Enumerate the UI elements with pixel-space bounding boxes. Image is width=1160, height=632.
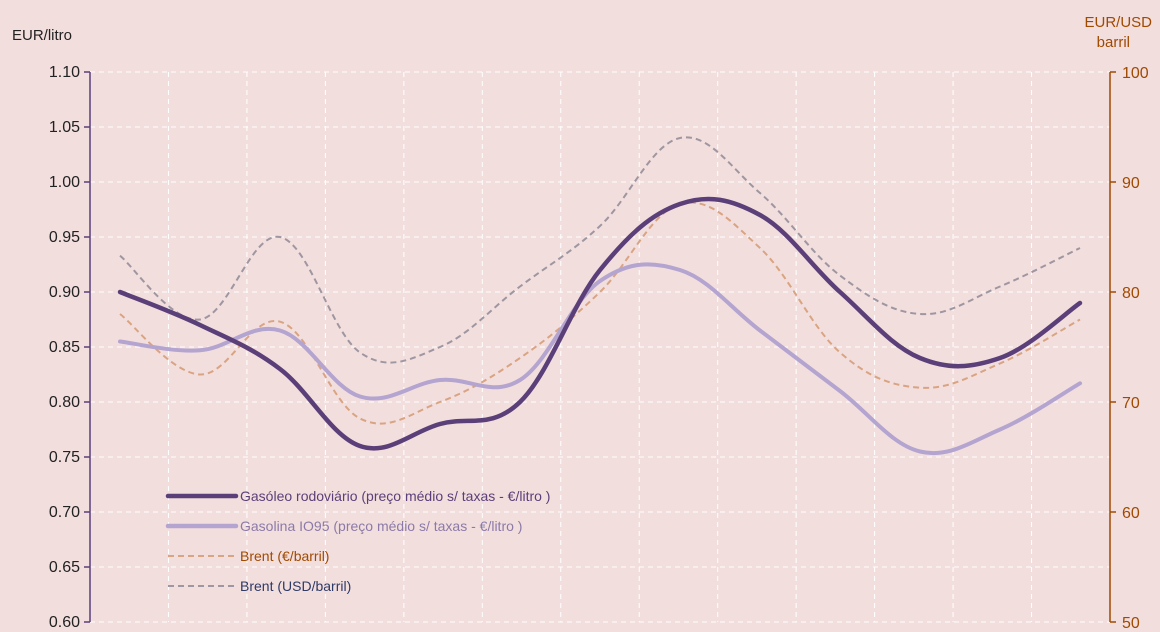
y-right-tick-label: 70 bbox=[1122, 395, 1140, 412]
y-left-tick-label: 0.60 bbox=[49, 614, 80, 631]
y-right-tick-label: 80 bbox=[1122, 285, 1140, 302]
y-right-tick-label: 50 bbox=[1122, 615, 1140, 632]
y-left-tick-label: 1.05 bbox=[49, 119, 80, 136]
axes: 0.60 0.65 0.70 0.75 0.80 0.85 0.90 0.95 1.00 1.05… bbox=[49, 64, 1149, 632]
series-layer bbox=[117, 136, 1083, 456]
y-left-tick-label: 0.80 bbox=[49, 394, 80, 411]
legend-label-1: Gasolina IO95 (preço médio s/ taxas - €/… bbox=[240, 518, 522, 534]
y-left-tick-label: 0.90 bbox=[49, 284, 80, 301]
y-left-tick-label: 0.95 bbox=[49, 229, 80, 246]
legend-label-0: Gasóleo rodoviário (preço médio s/ taxas… bbox=[240, 488, 550, 504]
legend: Gasóleo rodoviário (preço médio s/ taxas… bbox=[165, 488, 550, 594]
legend-label-2: Brent (€/barril) bbox=[240, 548, 329, 564]
y-left-tick-label: 0.70 bbox=[49, 504, 80, 521]
grid bbox=[90, 71, 1110, 623]
y-right-tick-label: 100 bbox=[1122, 65, 1149, 82]
y-left-tick-label: 0.85 bbox=[49, 339, 80, 356]
y-left-tick-label: 1.00 bbox=[49, 174, 80, 191]
y-right-axis-title-line1: EUR/USD bbox=[1084, 14, 1152, 31]
y-left-tick-label: 0.65 bbox=[49, 559, 80, 576]
y-left-tick-label: 0.75 bbox=[49, 449, 80, 466]
y-left-axis-title: EUR/litro bbox=[12, 27, 72, 44]
series-line-0 bbox=[117, 196, 1083, 451]
y-right-tick-label: 60 bbox=[1122, 505, 1140, 522]
y-right-axis-title-line2: barril bbox=[1097, 34, 1130, 51]
series-line-2 bbox=[119, 201, 1081, 425]
y-left-tick-label: 1.10 bbox=[49, 64, 80, 81]
y-right-tick-label: 90 bbox=[1122, 175, 1140, 192]
legend-label-3: Brent (USD/barril) bbox=[240, 578, 351, 594]
series-line-1 bbox=[118, 262, 1082, 456]
